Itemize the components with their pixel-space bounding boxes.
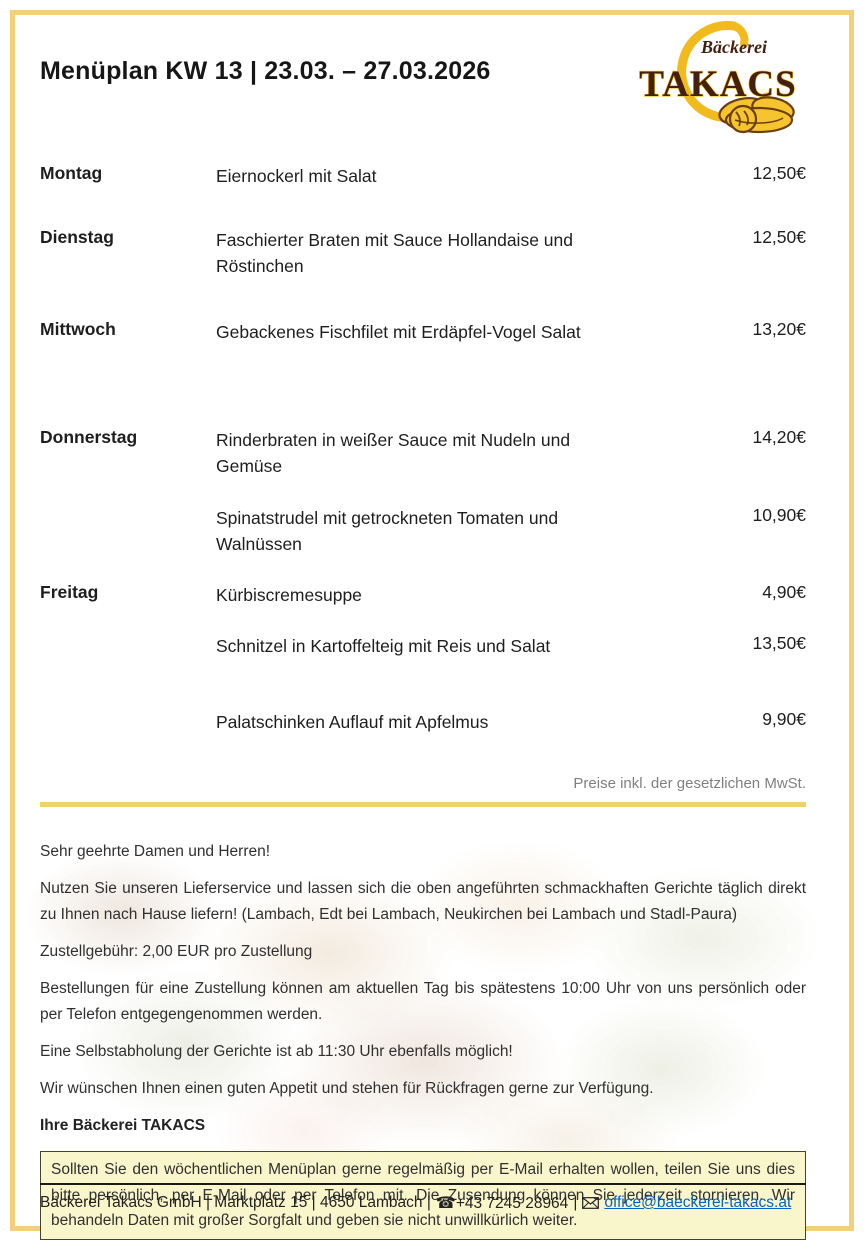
footer-phone: +43 7245 28964 (455, 1195, 569, 1212)
dish-name: Palatschinken Auflauf mit Apfelmus (216, 712, 489, 732)
bread-icon (718, 96, 795, 134)
menu-row-mittwoch: Mittwoch Gebackenes Fischfilet mit Erdäp… (40, 319, 806, 345)
dish-price: 9,90€ (762, 709, 806, 729)
dish-price: 4,90€ (762, 582, 806, 602)
dish-price: 12,50€ (752, 163, 806, 183)
dish-price: 13,20€ (752, 319, 806, 339)
dish-name: Eiernockerl mit Salat (216, 166, 377, 186)
dish-name: Spinatstrudel mit getrockneten Tomaten u… (216, 508, 559, 554)
fee-paragraph: Zustellgebühr: 2,00 EUR pro Zustellung (40, 943, 313, 960)
menu-row-dienstag: Dienstag Faschierter Braten mit Sauce Ho… (40, 227, 806, 279)
footer-phone-group: ☎+43 7245 28964 (436, 1193, 568, 1213)
footer-separator: | (573, 1194, 578, 1211)
menu-table: Montag Eiernockerl mit Salat 12,50€ Dien… (40, 163, 806, 792)
greeting: Sehr geehrte Damen und Herren! (40, 843, 271, 860)
footer-company: Bäckerei Takacs GmbH | Marktplatz 15 | 4… (40, 1194, 431, 1211)
email-subscription-notice: Sollten Sie den wöchentlichen Menüplan g… (40, 1151, 806, 1240)
menu-row-freitag-3: Palatschinken Auflauf mit Apfelmus 9,90€ (40, 709, 806, 735)
footer: Bäckerei Takacs GmbH | Marktplatz 15 | 4… (40, 1183, 806, 1213)
footer-contact-line: Bäckerei Takacs GmbH | Marktplatz 15 | 4… (40, 1193, 806, 1213)
dish-price: 13,50€ (752, 633, 806, 653)
dish-price: 14,20€ (752, 427, 806, 447)
pickup-paragraph: Eine Selbstabholung der Gerichte ist ab … (40, 1043, 513, 1060)
dish-price: 12,50€ (752, 227, 806, 247)
day-label: Mittwoch (40, 319, 116, 339)
logo-text-line2: TAKACS (639, 64, 796, 105)
phone-icon: ☎ (435, 1195, 456, 1212)
page-title: Menüplan KW 13 | 23.03. – 27.03.2026 (40, 57, 491, 85)
signature: Ihre Bäckerei TAKACS (40, 1117, 206, 1134)
menu-row-freitag: Freitag Kürbiscremesuppe 4,90€ (40, 582, 806, 608)
dish-price: 10,90€ (752, 505, 806, 525)
letter-body: Sehr geehrte Damen und Herren! Nutzen Si… (40, 839, 806, 1139)
dish-name: Schnitzel in Kartoffelteig mit Reis und … (216, 636, 551, 656)
envelope-icon (582, 1197, 600, 1209)
email-link[interactable]: office@baeckerei-takacs.at (604, 1194, 792, 1211)
day-label: Montag (40, 163, 103, 183)
page-frame: Menüplan KW 13 | 23.03. – 27.03.2026 Bäc… (10, 10, 854, 1240)
header: Menüplan KW 13 | 23.03. – 27.03.2026 Bäc… (40, 15, 806, 135)
bakery-logo: Bäckerei TAKACS (639, 21, 796, 134)
menu-row-montag: Montag Eiernockerl mit Salat 12,50€ (40, 163, 806, 189)
vat-note: Preise inkl. der gesetzlichen MwSt. (573, 775, 806, 792)
orders-paragraph: Bestellungen für eine Zustellung können … (40, 980, 806, 1023)
menu-row-donnerstag-2: Spinatstrudel mit getrockneten Tomaten u… (40, 505, 806, 557)
delivery-paragraph: Nutzen Sie unseren Lieferservice und las… (40, 880, 806, 923)
logo-text-line1: Bäckerei (700, 37, 767, 57)
gold-divider (40, 802, 806, 807)
dish-name: Rinderbraten in weißer Sauce mit Nudeln … (216, 430, 571, 476)
wish-paragraph: Wir wünschen Ihnen einen guten Appetit u… (40, 1080, 654, 1097)
day-label: Dienstag (40, 227, 114, 247)
page-content: Menüplan KW 13 | 23.03. – 27.03.2026 Bäc… (15, 15, 849, 1240)
dish-name: Gebackenes Fischfilet mit Erdäpfel-Vogel… (216, 322, 581, 342)
dish-name: Faschierter Braten mit Sauce Hollandaise… (216, 230, 573, 276)
menu-row-freitag-2: Schnitzel in Kartoffelteig mit Reis und … (40, 633, 806, 659)
dish-name: Kürbiscremesuppe (216, 585, 362, 605)
day-label: Freitag (40, 582, 99, 602)
menu-row-donnerstag: Donnerstag Rinderbraten in weißer Sauce … (40, 427, 806, 479)
day-label: Donnerstag (40, 427, 138, 447)
